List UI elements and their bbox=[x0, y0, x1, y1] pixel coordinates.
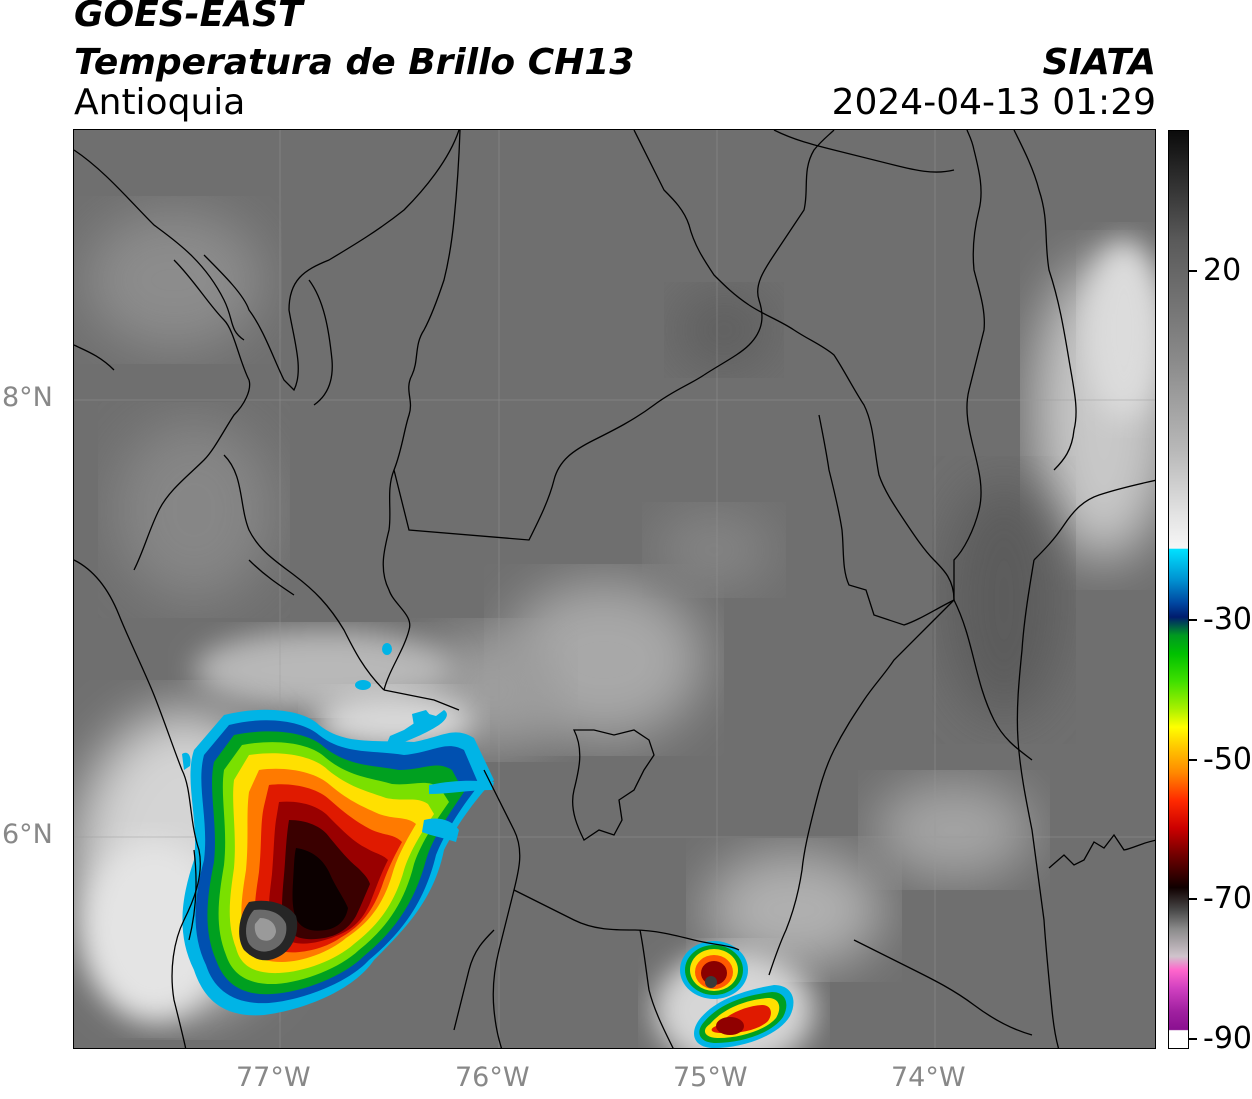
satellite-map bbox=[73, 129, 1156, 1049]
colorbar-label: -70 bbox=[1203, 881, 1252, 916]
colorbar-tick bbox=[1189, 1038, 1197, 1040]
satellite-title: GOES-EAST bbox=[74, 0, 303, 35]
colorbar-label: -30 bbox=[1203, 602, 1252, 637]
product-title: Temperatura de Brillo CH13 bbox=[74, 42, 635, 83]
storm-cell-main bbox=[182, 709, 494, 1016]
lon-label-75w: 75°W bbox=[673, 1062, 748, 1093]
storm-fringes bbox=[182, 643, 494, 842]
datetime-label: 2024-04-13 01:29 bbox=[831, 82, 1156, 123]
colorbar-label: 20 bbox=[1203, 253, 1242, 288]
boundaries bbox=[74, 130, 1155, 1048]
lat-label-6n: 6°N bbox=[2, 819, 53, 850]
colorbar-tick bbox=[1189, 898, 1197, 900]
storm-cell-east bbox=[680, 941, 794, 1048]
region-label: Antioquia bbox=[74, 82, 246, 123]
colorbar-label: -90 bbox=[1203, 1021, 1252, 1056]
lat-label-8n: 8°N bbox=[2, 382, 53, 413]
lon-label-74w: 74°W bbox=[891, 1062, 966, 1093]
colorbar-tick bbox=[1189, 270, 1197, 272]
colorbar-tick bbox=[1189, 619, 1197, 621]
colorbar-label: -50 bbox=[1203, 742, 1252, 777]
lon-label-77w: 77°W bbox=[236, 1062, 311, 1093]
lon-label-76w: 76°W bbox=[455, 1062, 530, 1093]
organization-label: SIATA bbox=[1042, 42, 1156, 83]
colorbar-tick bbox=[1189, 759, 1197, 761]
colorbar bbox=[1168, 130, 1189, 1049]
map-canvas bbox=[74, 130, 1155, 1048]
